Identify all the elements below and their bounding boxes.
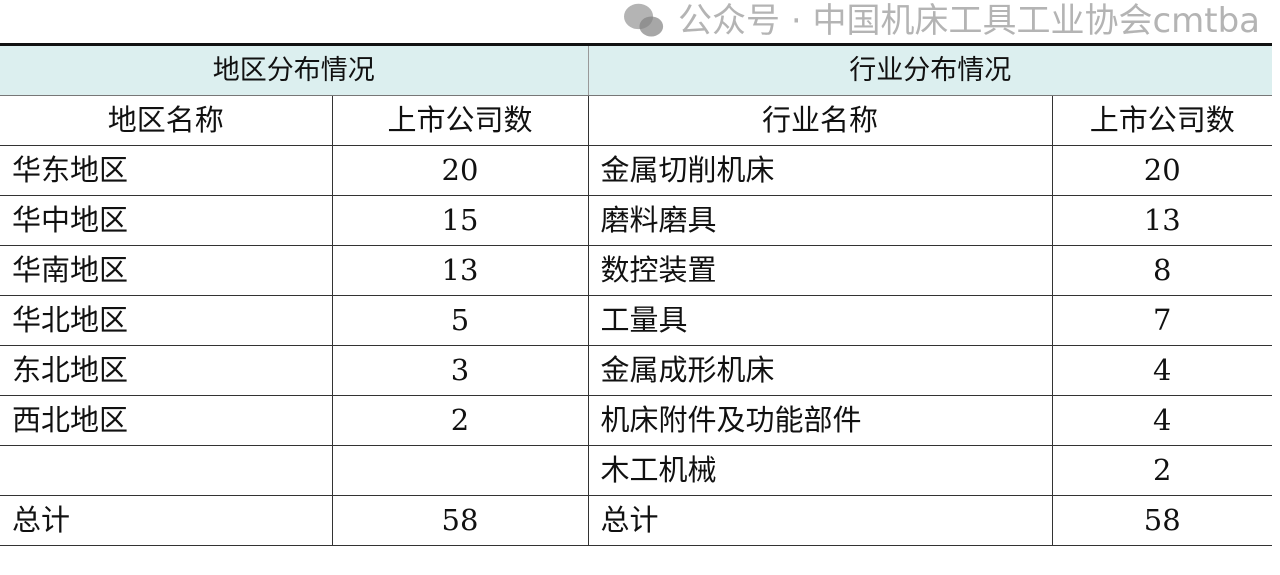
region-name-cell: 西北地区 bbox=[0, 395, 333, 446]
industry-count-cell: 13 bbox=[1052, 195, 1272, 246]
region-name-header: 地区名称 bbox=[0, 95, 333, 146]
region-name-cell bbox=[0, 445, 333, 496]
region-total-label: 总计 bbox=[0, 495, 333, 546]
industry-name-cell: 木工机械 bbox=[588, 445, 1053, 496]
industry-total: 58 bbox=[1052, 495, 1272, 546]
region-count-cell: 5 bbox=[332, 295, 589, 346]
table-row: 华东地区 20 金属切削机床 20 bbox=[0, 145, 1272, 196]
region-count-cell: 20 bbox=[332, 145, 589, 196]
industry-name-cell: 数控装置 bbox=[588, 245, 1053, 296]
table-row: 西北地区 2 机床附件及功能部件 4 bbox=[0, 395, 1272, 446]
table-row: 华南地区 13 数控装置 8 bbox=[0, 245, 1272, 296]
industry-count-header: 上市公司数 bbox=[1052, 95, 1272, 146]
column-header-row: 地区名称 上市公司数 行业名称 上市公司数 bbox=[0, 95, 1272, 146]
wechat-icon bbox=[624, 3, 664, 37]
region-total: 58 bbox=[332, 495, 589, 546]
table-row: 华北地区 5 工量具 7 bbox=[0, 295, 1272, 346]
table-row: 木工机械 2 bbox=[0, 445, 1272, 496]
table-row: 东北地区 3 金属成形机床 4 bbox=[0, 345, 1272, 396]
region-count-cell bbox=[332, 445, 589, 496]
industry-count-cell: 4 bbox=[1052, 395, 1272, 446]
region-name-cell: 华北地区 bbox=[0, 295, 333, 346]
watermark-text: 公众号 · 中国机床工具工业协会cmtba bbox=[678, 1, 1260, 41]
industry-total-label: 总计 bbox=[588, 495, 1053, 546]
industry-count-cell: 8 bbox=[1052, 245, 1272, 296]
industry-name-cell: 磨料磨具 bbox=[588, 195, 1053, 246]
industry-count-cell: 2 bbox=[1052, 445, 1272, 496]
industry-count-cell: 20 bbox=[1052, 145, 1272, 196]
industry-count-cell: 4 bbox=[1052, 345, 1272, 396]
industry-name-cell: 金属切削机床 bbox=[588, 145, 1053, 196]
region-name-cell: 华南地区 bbox=[0, 245, 333, 296]
industry-name-cell: 机床附件及功能部件 bbox=[588, 395, 1053, 446]
distribution-table: 地区分布情况 行业分布情况 地区名称 上市公司数 行业名称 上市公司数 华东地区… bbox=[0, 43, 1272, 546]
industry-name-header: 行业名称 bbox=[588, 95, 1053, 146]
region-name-cell: 东北地区 bbox=[0, 345, 333, 396]
industry-name-cell: 工量具 bbox=[588, 295, 1053, 346]
region-count-cell: 3 bbox=[332, 345, 589, 396]
table-row: 华中地区 15 磨料磨具 13 bbox=[0, 195, 1272, 246]
region-title: 地区分布情况 bbox=[0, 44, 589, 96]
region-count-cell: 13 bbox=[332, 245, 589, 296]
industry-count-cell: 7 bbox=[1052, 295, 1272, 346]
region-name-cell: 华中地区 bbox=[0, 195, 333, 246]
watermark: 公众号 · 中国机床工具工业协会cmtba bbox=[620, 0, 1260, 42]
industry-title: 行业分布情况 bbox=[588, 44, 1272, 96]
total-row: 总计 58 总计 58 bbox=[0, 495, 1272, 546]
region-name-cell: 华东地区 bbox=[0, 145, 333, 196]
industry-name-cell: 金属成形机床 bbox=[588, 345, 1053, 396]
region-count-cell: 15 bbox=[332, 195, 589, 246]
region-count-cell: 2 bbox=[332, 395, 589, 446]
region-count-header: 上市公司数 bbox=[332, 95, 589, 146]
group-header-row: 地区分布情况 行业分布情况 bbox=[0, 44, 1272, 96]
